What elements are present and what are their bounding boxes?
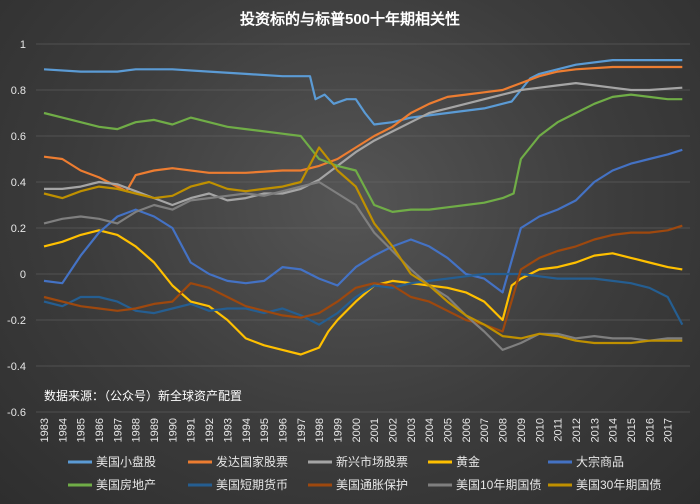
grid-layer [36,43,690,413]
source-note: 数据来源：（公众号）新全球资产配置 [44,388,242,403]
x-tick-label: 2012 [571,418,583,442]
y-tick-label: 0.4 [11,177,26,189]
x-tick-label: 2015 [626,418,638,442]
series-line [43,224,683,333]
y-tick-label: -0.6 [7,407,26,419]
x-tick-label: 1997 [296,418,308,442]
x-tick-label: 1996 [277,418,289,442]
x-tick-label: 1987 [112,418,124,442]
y-axis: 1 0.8 0.6 0.4 0.2 0 -0.2 -0.4 -0.6 [7,39,26,419]
x-tick-label: 1991 [186,418,198,442]
x-tick-label: 2011 [553,418,565,442]
y-tick-label: 1 [20,39,26,51]
legend-label: 新兴市场股票 [336,454,408,469]
x-tick-label: 1994 [241,418,253,442]
chart-title: 投资标的与标普500十年期相关性 [240,10,460,28]
x-tick-label: 2006 [461,418,473,442]
legend-label: 美国房地产 [96,477,156,492]
y-tick-label: 0.2 [11,223,26,235]
legend-label: 发达国家股票 [216,454,288,469]
legend-label: 黄金 [456,454,480,469]
x-tick-label: 2008 [498,418,510,442]
x-tick-label: 1993 [222,418,234,442]
legend-label: 大宗商品 [576,454,624,469]
x-tick-label: 2014 [608,418,620,442]
x-tick-label: 2009 [516,418,528,442]
series-line [43,93,683,213]
x-tick-label: 2002 [388,418,400,442]
series-line [43,148,683,294]
x-tick-label: 1990 [167,418,179,442]
series-line [43,229,683,356]
x-tick-label: 1999 [332,418,344,442]
x-tick-label: 2016 [644,418,656,442]
y-tick-label: -0.4 [7,361,26,373]
x-tick-label: 2001 [369,418,381,442]
x-tick-label: 1984 [57,418,69,442]
x-tick-label: 2017 [663,418,675,442]
series-layer [43,59,684,356]
x-tick-label: 2000 [351,418,363,442]
series-line [43,146,683,345]
x-tick-label: 1986 [94,418,106,442]
y-tick-label: 0.8 [11,85,26,97]
series-line [43,272,684,326]
legend-label: 美国短期货币 [216,477,288,492]
legend-label: 美国30年期国债 [576,478,661,492]
x-tick-label: 2004 [424,418,436,442]
legend-label: 美国小盘股 [96,454,156,469]
x-tick-label: 1992 [204,418,216,442]
x-tick-label: 1983 [39,418,51,442]
legend-label: 美国10年期国债 [456,478,541,492]
y-tick-label: 0.6 [11,131,26,143]
x-tick-label: 2013 [589,418,601,442]
x-tick-label: 1995 [259,418,271,442]
x-tick-label: 2005 [443,418,455,442]
series-line [43,180,683,351]
x-tick-label: 2007 [479,418,491,442]
y-tick-label: 0 [20,269,26,281]
series-line [43,65,683,193]
x-tick-label: 1998 [314,418,326,442]
x-axis: 1983 1984 1985 1986 1987 1988 1989 1990 1991 1992… [39,418,675,442]
x-tick-label: 2003 [406,418,418,442]
legend-label: 美国通胀保护 [336,478,408,492]
x-tick-label: 1989 [149,418,161,442]
x-tick-label: 1988 [131,418,143,442]
y-tick-label: -0.2 [7,315,26,327]
x-tick-label: 1985 [76,418,88,442]
series-line [43,59,683,126]
x-tick-label: 2010 [534,418,546,442]
